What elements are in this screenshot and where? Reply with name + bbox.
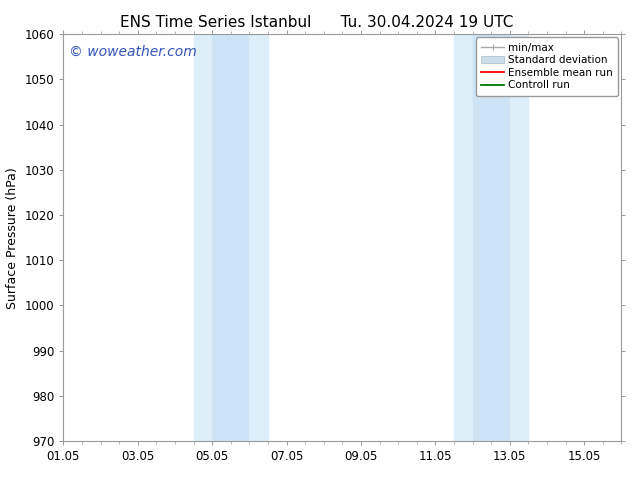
- Text: ENS Time Series Istanbul      Tu. 30.04.2024 19 UTC: ENS Time Series Istanbul Tu. 30.04.2024 …: [120, 15, 514, 30]
- Bar: [454, 34, 472, 441]
- Bar: [249, 34, 268, 441]
- Y-axis label: Surface Pressure (hPa): Surface Pressure (hPa): [6, 167, 19, 309]
- Bar: [510, 34, 528, 441]
- Bar: [472, 34, 510, 441]
- Bar: [212, 34, 249, 441]
- Bar: [193, 34, 212, 441]
- Text: © woweather.com: © woweather.com: [69, 45, 197, 58]
- Legend: min/max, Standard deviation, Ensemble mean run, Controll run: min/max, Standard deviation, Ensemble me…: [476, 37, 618, 96]
